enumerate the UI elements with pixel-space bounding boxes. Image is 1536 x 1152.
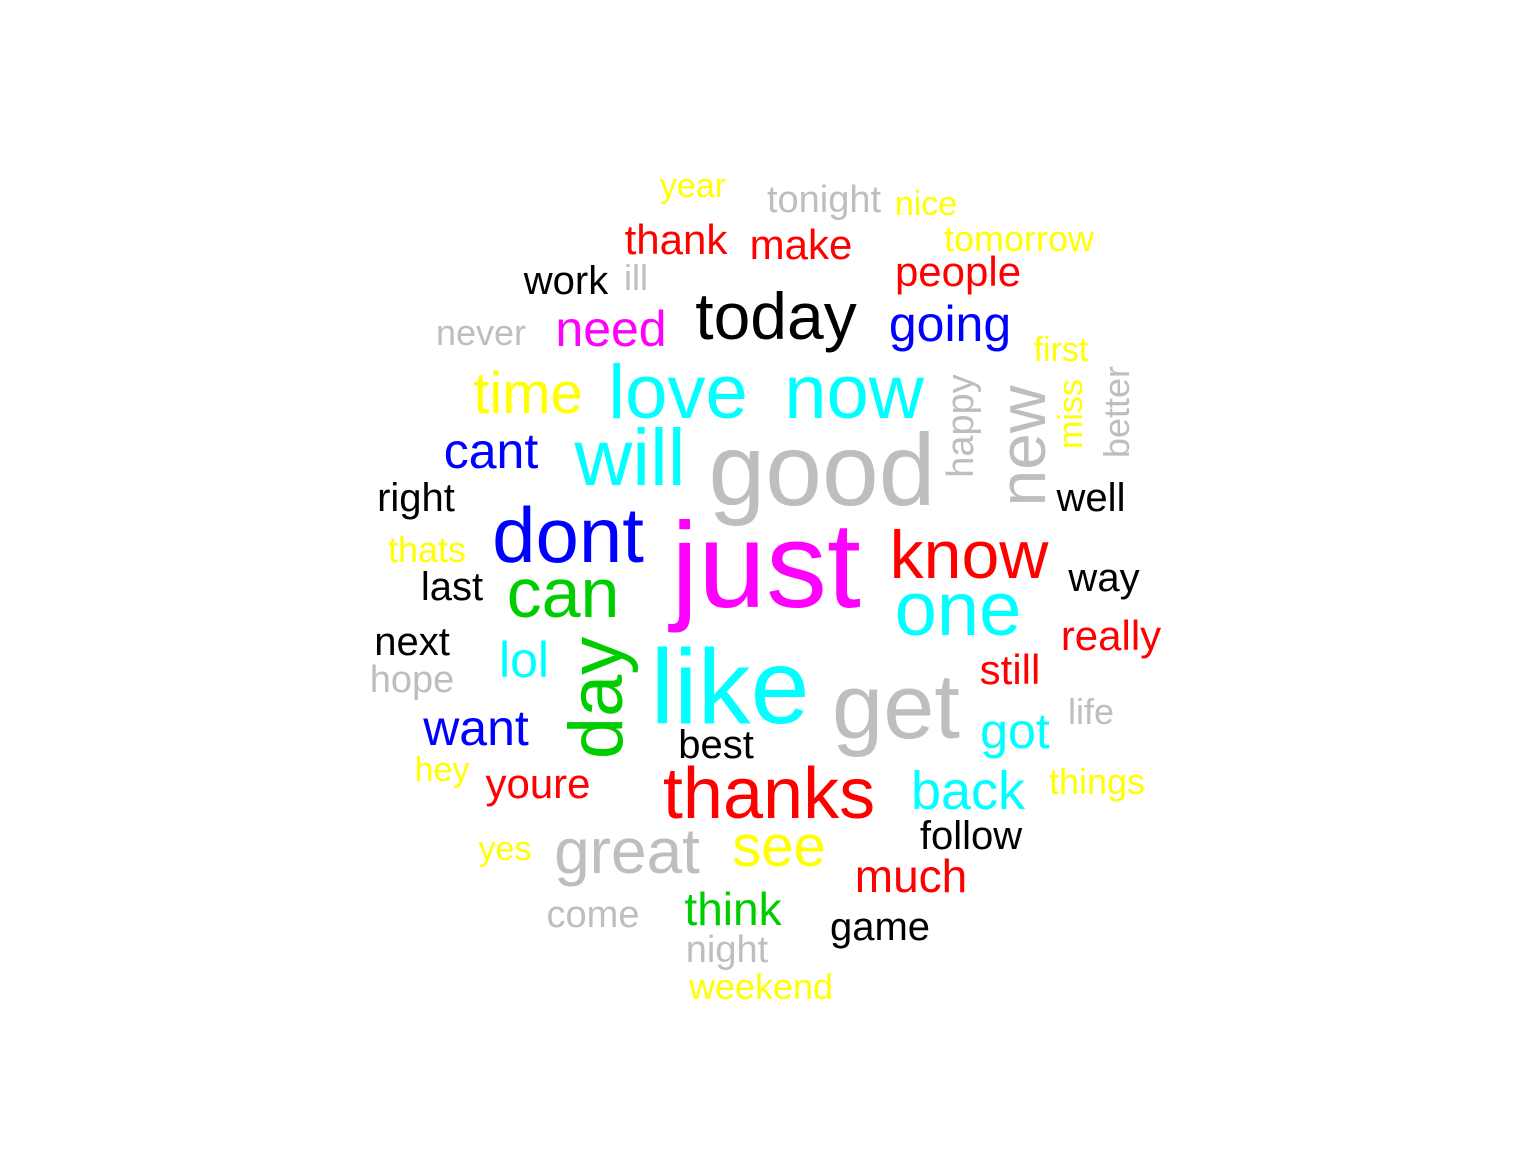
word-thank: thank [624, 216, 728, 263]
word-think: think [684, 883, 782, 935]
word-hope: hope [369, 659, 455, 701]
word-year: year [659, 167, 727, 205]
word-got: got [980, 703, 1050, 759]
word-good: good [708, 413, 936, 527]
word-tomorrow: tomorrow [943, 218, 1095, 259]
word-need: need [555, 301, 667, 357]
word-know: know [889, 517, 1049, 593]
word-still: still [979, 646, 1041, 693]
word-can: can [506, 554, 620, 632]
word-hey: hey [414, 751, 470, 789]
word-way: way [1068, 556, 1140, 600]
word-cant: cant [443, 423, 539, 479]
word-happy: happy [940, 374, 982, 478]
word-things: things [1048, 761, 1146, 802]
word-like: like [650, 628, 810, 746]
word-really: really [1060, 612, 1162, 659]
word-never: never [435, 312, 527, 353]
word-work: work [523, 259, 609, 303]
word-back: back [910, 761, 1026, 821]
word-get: get [832, 656, 960, 758]
word-tonight: tonight [766, 179, 882, 221]
word-follow: follow [919, 814, 1023, 858]
word-well: well [1056, 476, 1126, 520]
word-new: new [985, 385, 1059, 507]
word-thanks: thanks [662, 754, 876, 834]
word-one: one [894, 567, 1022, 652]
word-make: make [749, 221, 853, 268]
word-life: life [1067, 691, 1115, 732]
word-dont: dont [492, 491, 644, 579]
word-weekend: weekend [688, 966, 834, 1007]
word-best: best [678, 723, 754, 767]
word-much: much [854, 850, 968, 902]
word-ill: ill [624, 257, 648, 298]
word-miss: miss [1052, 379, 1090, 449]
word-right: right [377, 476, 455, 520]
word-will: will [574, 413, 686, 502]
word-want: want [423, 700, 529, 756]
word-time: time [473, 361, 583, 426]
word-going: going [888, 296, 1012, 352]
word-see: see [732, 814, 826, 879]
word-last: last [420, 565, 484, 609]
word-come: come [546, 894, 640, 936]
word-youre: youre [485, 760, 591, 807]
word-people: people [894, 248, 1022, 295]
word-next: next [374, 620, 450, 664]
word-night: night [685, 929, 769, 971]
word-game: game [829, 905, 931, 949]
word-today: today [695, 279, 857, 353]
word-yes: yes [478, 830, 532, 868]
word-thats: thats [387, 529, 467, 570]
word-love: love [608, 350, 748, 435]
word-now: now [784, 350, 924, 435]
word-just: just [671, 497, 861, 633]
word-great: great [554, 815, 700, 887]
word-better: better [1096, 365, 1137, 459]
word-day: day [554, 636, 639, 760]
word-lol: lol [498, 632, 550, 688]
word-first: first [1033, 331, 1089, 369]
word-nice: nice [894, 185, 958, 223]
